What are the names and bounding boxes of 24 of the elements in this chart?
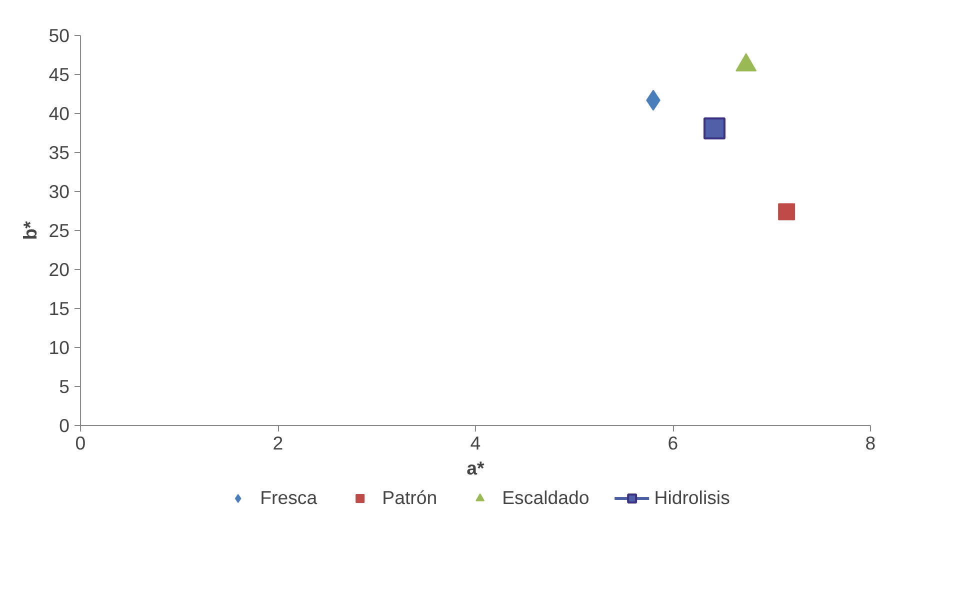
x-tick-label: 6 <box>668 432 678 454</box>
y-tick-label: 40 <box>48 103 70 124</box>
legend-label: Patrón <box>382 487 438 509</box>
y-tick-label: 35 <box>48 142 70 163</box>
y-tick-label: 30 <box>48 181 70 202</box>
point <box>778 203 796 220</box>
x-tick-label: 4 <box>470 432 481 454</box>
y-tick-label: 0 <box>59 415 70 436</box>
x-tick-label: 8 <box>865 432 876 454</box>
y-tick-label: 5 <box>59 376 70 397</box>
y-tick-label: 45 <box>48 64 70 85</box>
y-tick-label: 20 <box>48 259 70 280</box>
legend-label: Fresca <box>260 487 318 509</box>
y-tick-label: 50 <box>48 25 70 46</box>
y-tick-label: 10 <box>48 337 70 358</box>
legend-label: Escaldado <box>502 487 590 509</box>
x-axis-title: a* <box>466 458 486 478</box>
y-axis-title: b* <box>20 220 41 240</box>
x-tick-label: 0 <box>75 432 86 454</box>
point <box>703 117 726 140</box>
legend-label: Hidrolisis <box>654 487 730 509</box>
x-tick-label: 2 <box>272 432 284 454</box>
y-tick-label: 15 <box>48 298 70 319</box>
y-tick-label: 25 <box>48 220 70 241</box>
